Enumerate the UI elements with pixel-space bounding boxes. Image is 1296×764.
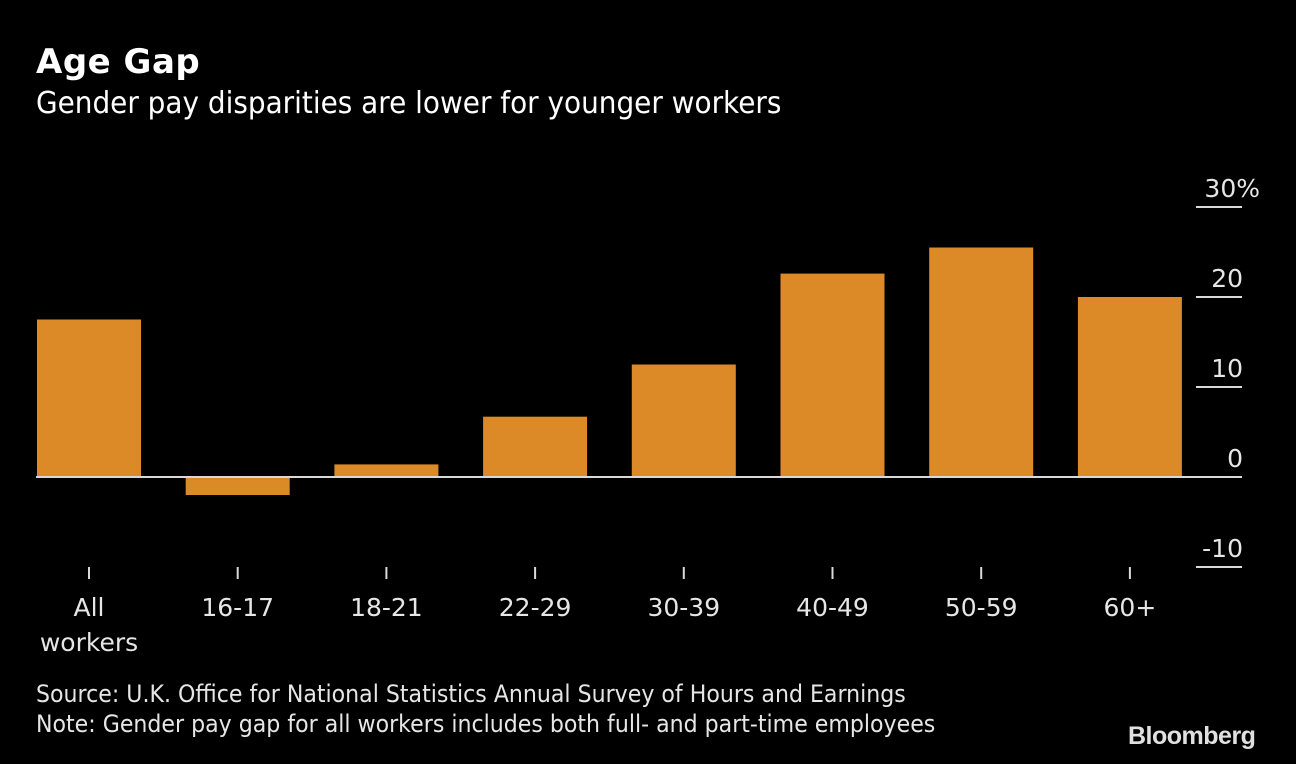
x-tick-label: 60+ [1104, 593, 1157, 622]
bar-50-59 [929, 247, 1034, 477]
bar-18-21 [334, 464, 439, 477]
x-tick-label: 18-21 [350, 593, 423, 622]
chart-title: Age Gap [36, 42, 201, 82]
x-tick-label: 40-49 [796, 593, 869, 622]
bar-all-workers [37, 319, 141, 477]
source-note: Source: U.K. Office for National Statist… [36, 680, 906, 708]
y-tick-label: 20 [1211, 264, 1243, 293]
y-axis: 30% 20 10 0 -10 [1196, 174, 1260, 568]
bloomberg-logo: Bloomberg [1128, 722, 1256, 750]
x-tick-label: All [74, 593, 105, 622]
bar-40-49 [780, 273, 885, 477]
bars-group [37, 247, 1182, 495]
x-tick-label: 22-29 [499, 593, 572, 622]
bar-22-29 [483, 416, 588, 477]
x-tick-label: 30-39 [647, 593, 720, 622]
bar-30-39 [631, 364, 736, 477]
x-tick-label: 16-17 [201, 593, 274, 622]
chart-subtitle: Gender pay disparities are lower for you… [36, 86, 782, 121]
bar-16-17 [185, 477, 290, 495]
x-tick-label: 50-59 [945, 593, 1018, 622]
y-tick-label: 10 [1211, 354, 1243, 383]
y-tick-label: -10 [1202, 534, 1243, 563]
bar-60- [1077, 297, 1182, 477]
x-axis: All workers 16-17 18-21 22-29 30-39 40-49 50-59… [40, 567, 1156, 657]
footnote: Note: Gender pay gap for all workers inc… [36, 710, 936, 738]
y-tick-label: 30% [1204, 174, 1260, 203]
y-tick-label: 0 [1227, 444, 1243, 473]
x-tick-label: workers [40, 628, 138, 657]
